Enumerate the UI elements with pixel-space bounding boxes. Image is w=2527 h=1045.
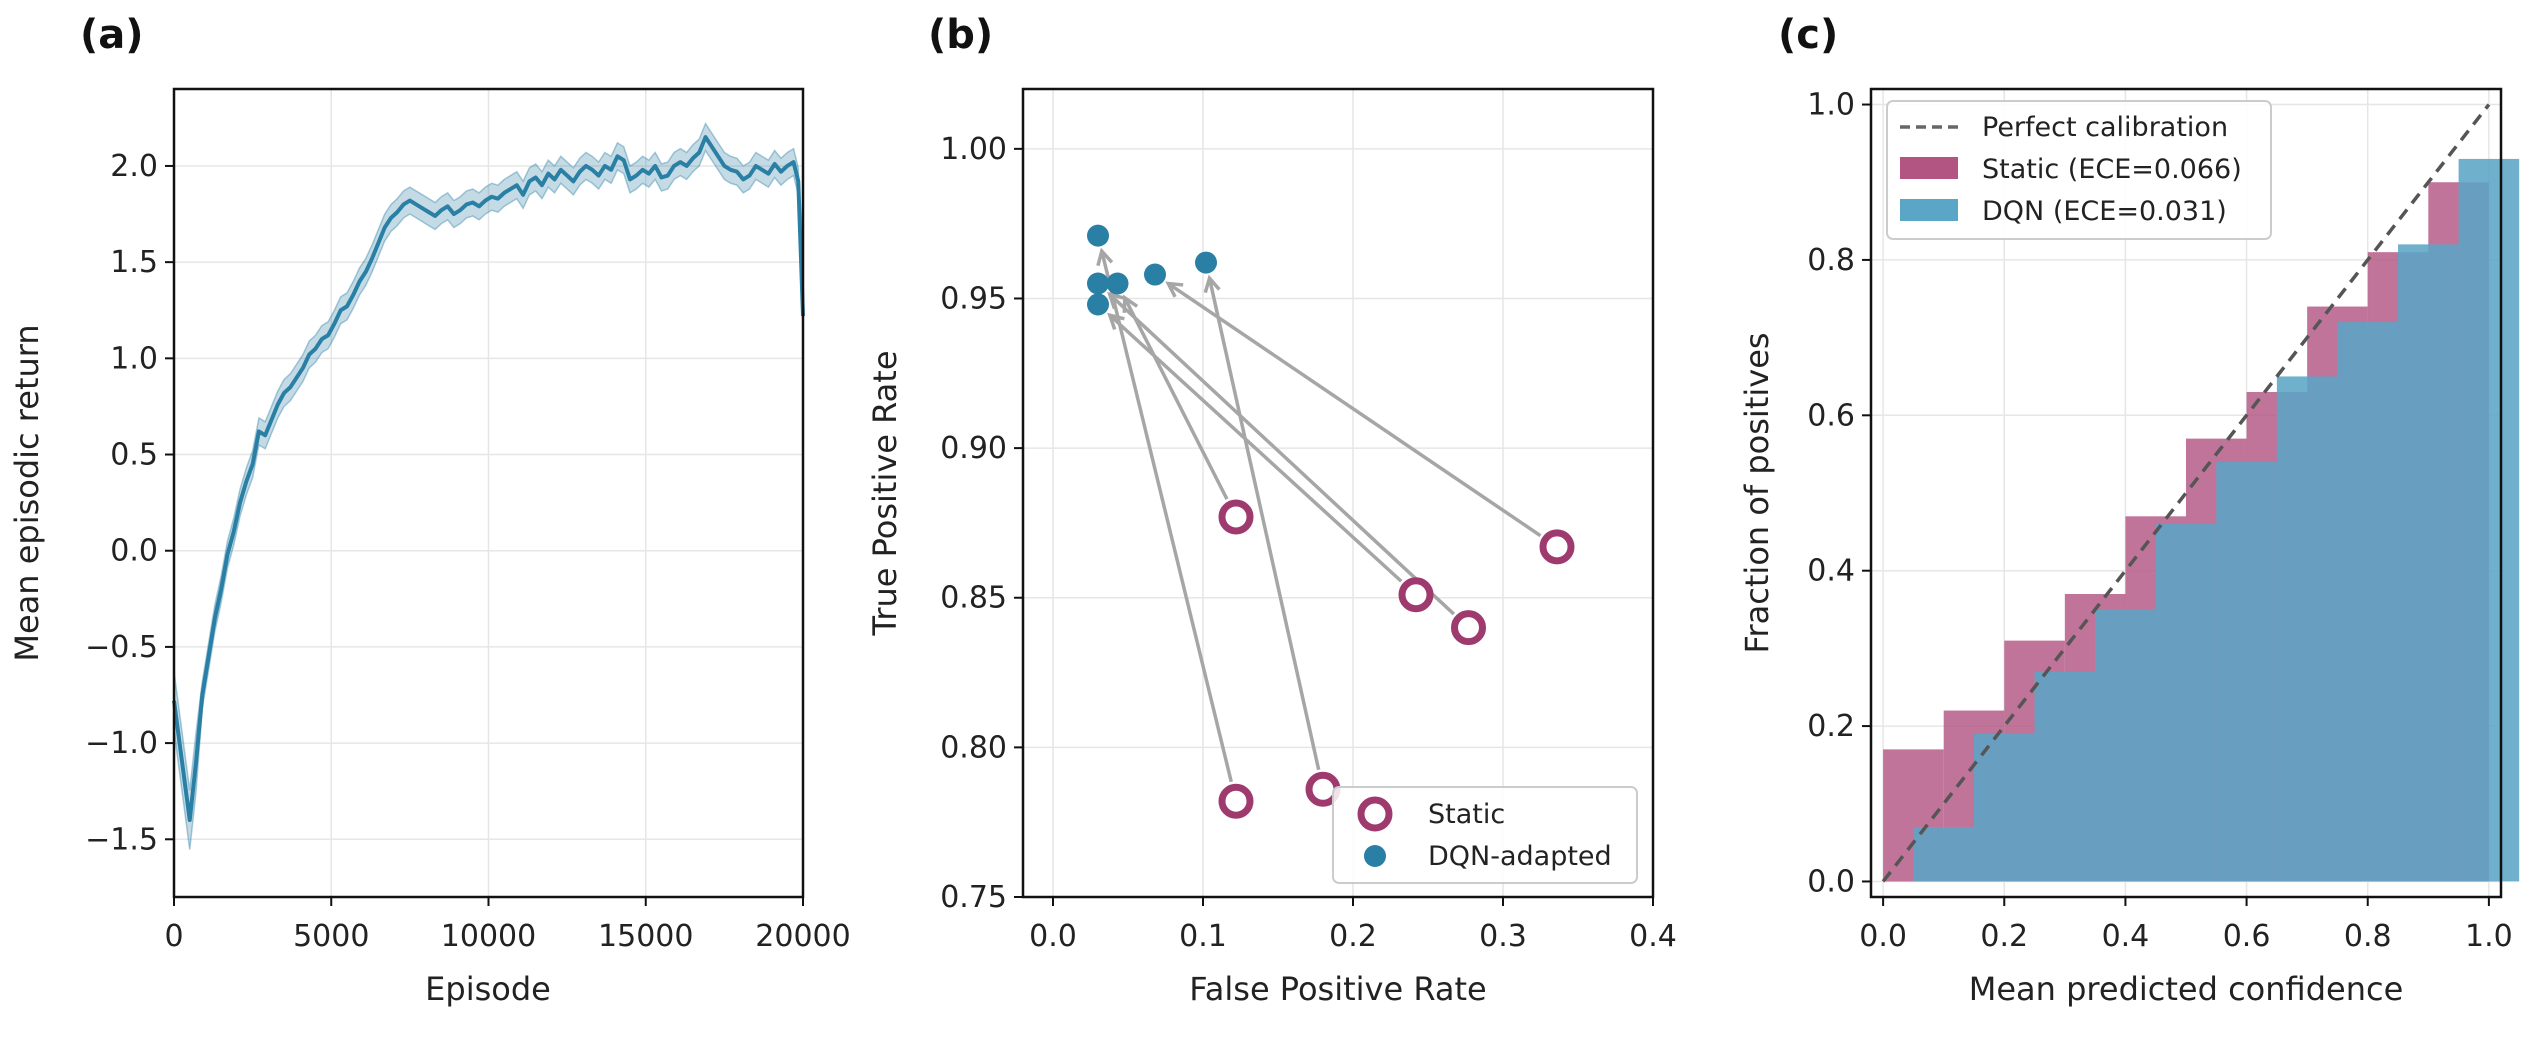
panel-b-ytick-label: 1.00 [940, 132, 1007, 167]
dqn-point [1106, 272, 1129, 295]
shift-arrow [1207, 277, 1321, 771]
panel-a-ytick-label: −0.5 [85, 630, 158, 665]
dqn-bar [2095, 609, 2156, 882]
legend-dqn-label: DQN-adapted [1428, 841, 1612, 872]
dqn-bar [2458, 158, 2520, 882]
panel-c-xtick-label: 0.4 [2102, 919, 2150, 954]
panel-b-frame [1021, 87, 1655, 899]
legend-dqn-swatch [1900, 199, 1958, 221]
shift-arrow-head [1165, 281, 1184, 298]
panel-b-ytick-label: 0.85 [940, 581, 1007, 616]
panel-a-ytick-label: −1.0 [85, 726, 158, 761]
static-point [1539, 529, 1575, 565]
panel-c-ylabel: Fraction of positives [1738, 332, 1776, 653]
panel-b-ytick-label: 0.75 [940, 880, 1007, 915]
dqn-point [1087, 293, 1109, 316]
panel-c-legend-box [1886, 100, 2272, 240]
panel-c-ytick-label: 0.8 [1807, 243, 1855, 278]
panel-b-label: (b) [928, 12, 993, 58]
legend-static-label: Static [1428, 799, 1505, 830]
panel-a-xtick-label: 20000 [755, 919, 850, 954]
legend-calibration-label: Perfect calibration [1982, 112, 2228, 143]
panel-b-ytick-label: 0.90 [940, 431, 1007, 466]
panel-a-ytick-label: 1.5 [110, 245, 158, 280]
panel-a-ytick-label: 1.0 [110, 341, 158, 376]
dqn-point [1195, 251, 1217, 274]
panel-a: (a) 0 5000 10000 15000 20000 −1.5 −1.0 −0.5 0.0 0… [8, 12, 851, 1008]
legend-dqn-marker [1364, 845, 1386, 867]
panel-b: (b) 0.0 0.1 0.2 0.3 0.4 0.75 0.80 0.85 0.90 0.95 1… [866, 12, 1677, 1008]
panel-a-ytick-label: 2.0 [110, 149, 158, 184]
panel-a-ytick-label: 0.0 [110, 534, 158, 569]
panel-c-xtick-label: 0.2 [1980, 919, 2028, 954]
shift-arrow [1167, 282, 1542, 538]
panel-b-legend-box [1332, 786, 1638, 884]
panel-a-label: (a) [80, 12, 144, 58]
panel-c-ytick-label: 0.0 [1807, 864, 1855, 899]
panel-c-xtick-label: 0.0 [1859, 919, 1907, 954]
legend-static-ece-label: Static (ECE=0.066) [1982, 154, 2242, 185]
panel-a-xtick-label: 5000 [293, 919, 369, 954]
panel-b-legend: Static DQN-adapted [1332, 786, 1638, 884]
dqn-bar [2276, 376, 2338, 882]
panel-c-xtick-label: 1.0 [2465, 919, 2513, 954]
dqn-point [1087, 224, 1109, 247]
panel-c-ytick-label: 1.0 [1807, 88, 1855, 123]
dqn-bar [2155, 524, 2217, 882]
panel-a-ytick-label: 0.5 [110, 438, 158, 473]
static-point [1218, 499, 1254, 535]
panel-a-xlabel: Episode [425, 970, 551, 1008]
panel-a-xtick-label: 0 [164, 919, 183, 954]
panel-c-xtick-label: 0.8 [2344, 919, 2392, 954]
legend-dqn-ece-label: DQN (ECE=0.031) [1982, 196, 2227, 227]
legend-static-marker [1357, 796, 1393, 832]
panel-b-ytick-label: 0.80 [940, 730, 1007, 765]
panel-b-xlabel: False Positive Rate [1189, 970, 1486, 1008]
static-point [1451, 610, 1486, 646]
panel-c-legend: Perfect calibration Static (ECE=0.066) D… [1886, 100, 2272, 240]
panel-a-xtick-label: 10000 [441, 919, 536, 954]
dqn-bar [2337, 322, 2399, 882]
static-point [1218, 783, 1254, 819]
dqn-bar [1973, 733, 2035, 882]
panel-c-ytick-label: 0.4 [1807, 554, 1855, 589]
panel-a-xtick-label: 15000 [598, 919, 693, 954]
panel-c-frame [1869, 87, 2503, 899]
panel-b-xtick-label: 0.2 [1329, 919, 1377, 954]
panel-b-xtick-label: 0.4 [1629, 919, 1677, 954]
shift-arrow [1123, 296, 1229, 500]
panel-b-xtick-label: 0.0 [1029, 919, 1077, 954]
panel-c-xtick-label: 0.6 [2223, 919, 2271, 954]
shift-arrow [1108, 293, 1456, 616]
shift-arrow [1108, 313, 1403, 583]
panel-c: (c) 0.0 0.2 0.4 0.6 0.8 1.0 0.0 0.2 0.4 0.6 0.8 1.0… [1738, 12, 2520, 1008]
panel-a-ylabel: Mean episodic return [8, 324, 46, 661]
dqn-point [1144, 263, 1166, 286]
dqn-point [1087, 272, 1109, 295]
panel-c-label: (c) [1778, 12, 1838, 58]
dqn-bar [2398, 244, 2459, 882]
dqn-bar [2216, 461, 2277, 882]
panel-a-ytick-label: −1.5 [85, 822, 158, 857]
return-line [172, 135, 805, 823]
perfect-calibration-line [1881, 103, 2491, 883]
panel-c-ytick-label: 0.6 [1807, 398, 1855, 433]
dqn-bar [1913, 827, 1974, 882]
shift-arrow [1100, 250, 1233, 783]
shift-arrow-head [1096, 247, 1114, 267]
shift-arrow-head [1203, 274, 1221, 294]
panel-b-xtick-label: 0.1 [1179, 919, 1227, 954]
panel-b-xtick-label: 0.3 [1479, 919, 1527, 954]
panel-b-ytick-label: 0.95 [940, 281, 1007, 316]
dqn-bar [2034, 671, 2096, 882]
panel-c-xlabel: Mean predicted confidence [1969, 970, 2404, 1008]
panel-c-ytick-label: 0.2 [1807, 709, 1855, 744]
panel-b-ylabel: True Positive Rate [866, 350, 904, 636]
legend-static-swatch [1900, 157, 1958, 179]
static-point [1398, 577, 1434, 613]
